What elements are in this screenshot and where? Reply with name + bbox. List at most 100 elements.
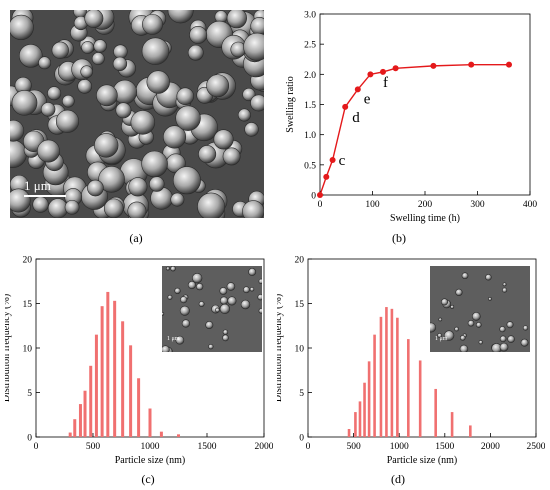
series-line xyxy=(319,63,509,196)
y-tick-label: 0 xyxy=(299,434,304,444)
x-tick-label: 1500 xyxy=(198,442,217,452)
x-tick-label: 500 xyxy=(86,442,101,452)
particle xyxy=(222,334,229,342)
particle xyxy=(478,340,483,345)
particle xyxy=(162,125,187,149)
inset-texture xyxy=(162,266,262,352)
particle xyxy=(174,287,181,294)
particle xyxy=(141,37,170,65)
point-annotation-d: d xyxy=(352,110,360,126)
x-tick-label: 500 xyxy=(346,442,361,452)
inset-scale-label-c: 1 μm xyxy=(167,336,180,342)
particle xyxy=(175,105,201,131)
bar xyxy=(469,425,472,437)
bar xyxy=(396,317,399,437)
particle xyxy=(192,272,203,284)
bar xyxy=(358,401,362,437)
particle xyxy=(208,344,214,350)
particle xyxy=(219,296,229,305)
particle xyxy=(112,56,128,72)
y-axis-label: Distribution frequency (%) xyxy=(5,294,12,402)
particle xyxy=(443,330,455,341)
x-axis-label: Particle size (nm) xyxy=(115,455,186,466)
particle xyxy=(180,296,188,304)
x-tick-label: 1000 xyxy=(390,442,409,452)
particle xyxy=(170,266,176,272)
particle xyxy=(461,272,469,280)
inset-texture xyxy=(430,266,530,352)
x-axis-label: Particle size (nm) xyxy=(387,455,458,466)
sem-image-a: 1 μm xyxy=(10,10,264,218)
particle xyxy=(227,296,237,306)
x-tick-label: 100 xyxy=(365,200,380,210)
particle xyxy=(502,287,508,293)
scale-bar-label: 1 μm xyxy=(24,178,51,193)
scale-bar-line xyxy=(24,195,66,197)
y-tick-label: 1.5 xyxy=(304,101,316,111)
particle xyxy=(18,43,43,68)
particle xyxy=(206,74,230,98)
x-tick-label: 400 xyxy=(523,200,538,210)
particle xyxy=(81,41,95,54)
chart-swelling-ratio: 0 100 200 300 400 0 0.5 1.0 1.5 2.0 2.5 3.0 Swelling… xyxy=(285,11,538,225)
bar xyxy=(137,378,141,437)
particle xyxy=(237,108,251,122)
particle xyxy=(219,303,231,315)
y-tick-label: 2.0 xyxy=(304,71,316,81)
particle xyxy=(165,266,170,271)
particle xyxy=(146,70,170,94)
bar xyxy=(434,388,437,437)
y-tick-label: 5 xyxy=(299,389,304,399)
x-tick-label: 2000 xyxy=(481,442,500,452)
data-point xyxy=(329,157,336,164)
point-annotation-c: c xyxy=(339,153,346,169)
particle xyxy=(47,198,68,218)
caption-a: (a) xyxy=(129,231,143,245)
y-tick-label: 15 xyxy=(295,300,305,310)
inset-scale-bar-d: 1 μm xyxy=(435,336,447,342)
y-tick-label: 0.5 xyxy=(304,161,316,171)
particle xyxy=(198,145,217,164)
y-tick-label: 0 xyxy=(311,192,316,202)
particle xyxy=(430,322,437,333)
bar xyxy=(347,428,351,437)
particle xyxy=(162,312,165,316)
data-point xyxy=(323,173,330,180)
particle xyxy=(454,326,459,332)
particle xyxy=(172,166,201,195)
particle xyxy=(226,282,236,291)
point-annotation-e: e xyxy=(364,91,371,107)
y-tick-label: 3.0 xyxy=(304,11,316,21)
caption-b: (b) xyxy=(392,231,406,245)
particle xyxy=(250,94,264,112)
particle xyxy=(51,41,69,59)
x-tick-label: 300 xyxy=(470,200,485,210)
particle xyxy=(507,335,515,343)
particle xyxy=(176,87,195,106)
particle xyxy=(222,329,229,335)
particle xyxy=(187,280,196,290)
bar xyxy=(129,345,133,437)
particle xyxy=(499,335,507,343)
particle xyxy=(471,311,481,321)
particle xyxy=(243,32,264,61)
particle xyxy=(40,102,56,117)
particle xyxy=(93,39,107,53)
particle xyxy=(130,110,156,135)
sem-texture xyxy=(10,10,264,218)
particle xyxy=(170,192,185,207)
bar xyxy=(68,432,72,437)
x-tick-label: 0 xyxy=(34,442,39,452)
particle xyxy=(47,86,62,101)
bar xyxy=(177,434,180,437)
chart-size-distribution-d: 0 500 1000 1500 2000 2500 0 5 10 15 20 Particle siz… xyxy=(277,256,545,467)
y-tick-label: 20 xyxy=(23,256,33,266)
inset-scale-label-d: 1 μm xyxy=(435,336,448,342)
particle xyxy=(243,286,250,294)
particle xyxy=(167,10,194,24)
particle xyxy=(179,305,190,316)
particle xyxy=(499,326,506,333)
particle xyxy=(196,283,204,291)
x-tick-label: 2000 xyxy=(255,442,274,452)
particle xyxy=(222,147,241,166)
